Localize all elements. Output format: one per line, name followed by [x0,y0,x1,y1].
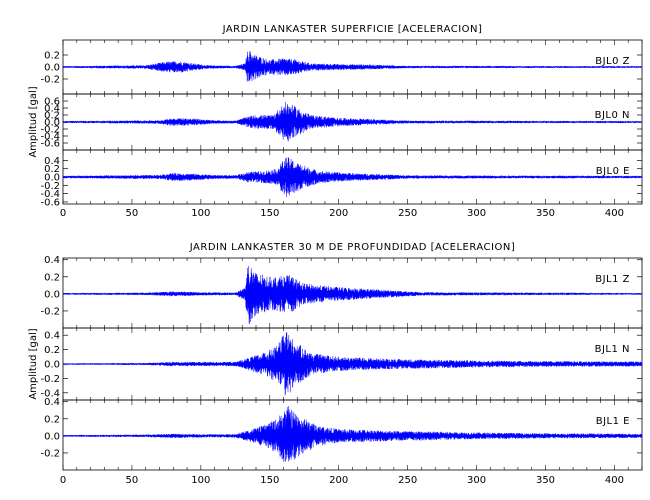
trace-label: BJL1 Z [595,274,630,285]
trace-label: BJL0 N [595,110,630,121]
y-tick-label: 0.0 [44,63,60,74]
y-tick-label: 0.2 [44,345,60,356]
y-tick-label: 0.0 [44,431,60,442]
y-tick-label: 0.2 [44,414,60,425]
y-tick-label: 0.2 [44,272,60,283]
trace-panel: 0.4 0.2 0.0 -0.2 BJL1 E [40,397,643,471]
trace-label: BJL1 N [595,344,630,355]
y-tick-label: 0.2 [44,51,60,62]
x-tick-label: 250 [398,475,417,486]
trace-label: BJL0 E [596,166,630,177]
chart-title: JARDIN LANKASTER SUPERFICIE [ACELERACION… [222,24,483,35]
y-tick-label: 0.0 [44,118,60,129]
y-tick-label: 0.0 [44,289,60,300]
chart-group-1: JARDIN LANKASTER SUPERFICIE [ACELERACION… [28,24,643,219]
x-tick-label: 50 [126,475,139,486]
y-tick-label: -0.2 [40,75,60,86]
x-tick-label: 100 [191,208,210,219]
y-tick-label: 0.4 [44,397,60,408]
y-tick-label: -0.2 [40,374,60,385]
x-tick-label: 300 [467,475,486,486]
y-axis-label: Amplitud [gal] [28,328,39,399]
y-tick-label: 0.0 [44,360,60,371]
x-tick-label: 0 [60,208,66,219]
waveform-line [62,265,643,324]
waveform-line [62,51,643,82]
y-tick-label: 0.4 [44,255,60,266]
x-tick-label: 250 [398,208,417,219]
y-tick-label: -0.6 [40,197,60,208]
x-tick-label: 150 [260,475,279,486]
y-tick-label: -0.6 [40,139,60,150]
x-tick-label: 0 [60,475,66,486]
y-tick-label: 0.6 [44,97,60,108]
y-tick-label: -0.2 [40,181,60,192]
waveform-line [62,406,643,462]
trace-panel: 0.60.40.20.0-0.2-0.4-0.6 BJL0 N [40,93,643,151]
x-tick-label: 200 [329,208,348,219]
y-tick-label: 0.4 [44,331,60,342]
waveform-line [62,101,643,142]
x-tick-label: 50 [126,208,139,219]
trace-panel: 0.4 0.2 0.0 -0.2 BJL1 Z [40,255,643,329]
trace-label: BJL0 Z [595,56,630,67]
y-tick-label: -0.4 [40,189,60,200]
trace-panel: 0.4 0.2 0.0 -0.2 -0.4 BJL1 N [40,327,643,401]
x-tick-label: 300 [467,208,486,219]
trace-panel: 0.20.0-0.2 BJL0 Z [40,39,643,95]
x-tick-label: 350 [536,208,555,219]
waveform-line [62,332,643,396]
y-tick-label: -0.2 [40,448,60,459]
chart-group-2: JARDIN LANKASTER 30 M DE PROFUNDIDAD [AC… [28,242,643,486]
y-axis-label: Amplitud [gal] [28,86,39,157]
y-tick-label: -0.2 [40,125,60,136]
y-tick-label: 0.0 [44,173,60,184]
trace-panel: 0.40.20.0-0.2-0.4-0.6 BJL0 E [40,149,643,208]
trace-label: BJL1 E [596,416,630,427]
x-tick-label: 200 [329,475,348,486]
x-tick-label: 150 [260,208,279,219]
y-tick-label: -0.4 [40,132,60,143]
x-tick-label: 400 [605,475,624,486]
waveform-line [62,157,643,198]
y-tick-label: 0.2 [44,111,60,122]
chart-title: JARDIN LANKASTER 30 M DE PROFUNDIDAD [AC… [189,242,515,253]
y-tick-label: 0.4 [44,156,60,167]
x-tick-label: 100 [191,475,210,486]
y-tick-label: 0.4 [44,104,60,115]
x-tick-label: 350 [536,475,555,486]
y-tick-label: 0.2 [44,164,60,175]
y-tick-label: -0.4 [40,388,60,399]
x-tick-label: 400 [605,208,624,219]
y-tick-label: -0.2 [40,306,60,317]
